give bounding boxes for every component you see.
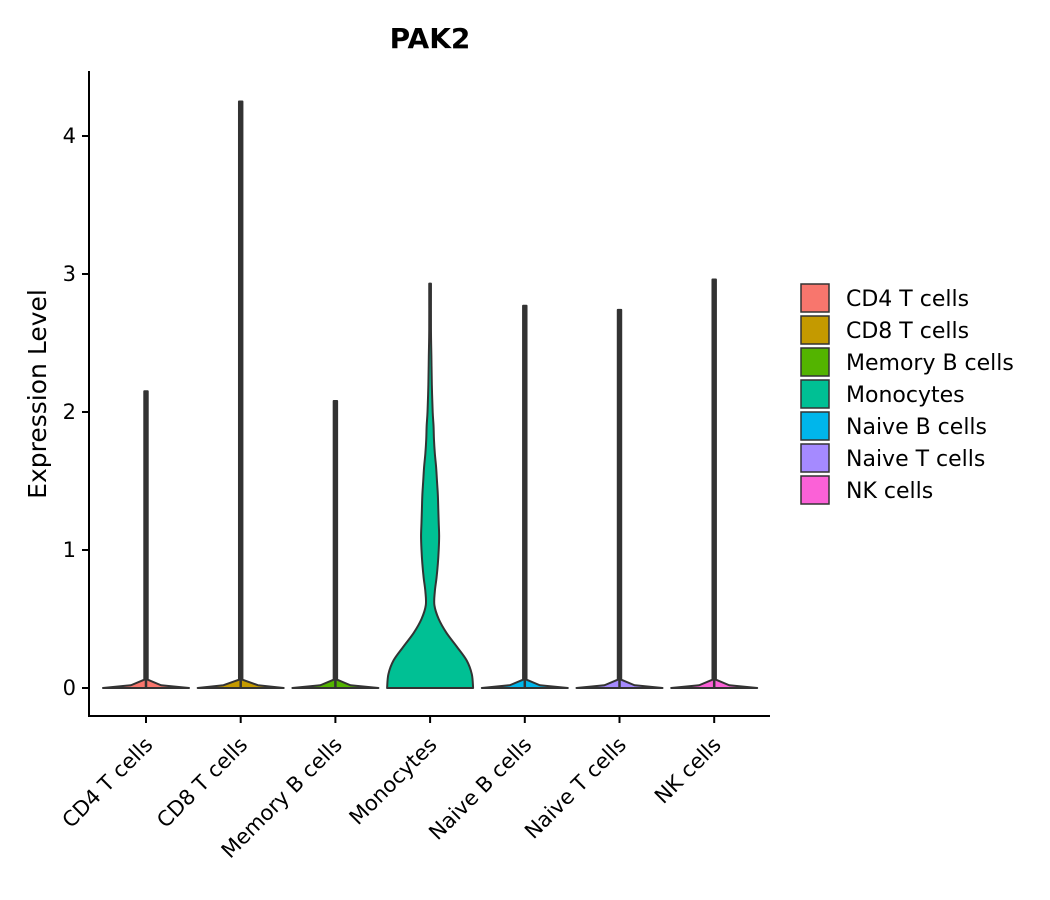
legend-key: [800, 475, 830, 505]
y-ticks-group: 0 1 2 3 4: [63, 124, 89, 700]
y-tick-label: 0: [63, 676, 76, 700]
chart-title: PAK2: [390, 22, 471, 55]
legend-label: NK cells: [846, 479, 933, 504]
x-tick-label: Monocytes: [345, 733, 442, 830]
legend-key: [800, 347, 830, 377]
legend-key: [800, 443, 830, 473]
y-tick-label: 4: [63, 124, 76, 148]
legend-label: Memory B cells: [846, 351, 1014, 376]
legend-key: [800, 283, 830, 313]
legend-key: [800, 379, 830, 409]
legend-label: Monocytes: [846, 383, 965, 408]
y-tick-label: 3: [63, 262, 76, 286]
legend-label: Naive B cells: [846, 415, 987, 440]
y-tick-label: 2: [63, 400, 76, 424]
legend-key: [800, 315, 830, 345]
legend-label: Naive T cells: [846, 447, 985, 472]
x-tick-label: CD4 T cells: [58, 733, 158, 833]
violins-group: [102, 100, 759, 689]
x-tick-label: Naive T cells: [520, 733, 631, 844]
legend-key: [800, 411, 830, 441]
legend-label: CD8 T cells: [846, 319, 969, 344]
y-tick-label: 1: [63, 538, 76, 562]
x-tick-label: NK cells: [650, 733, 726, 809]
x-tick-label: CD8 T cells: [152, 733, 252, 833]
violin-monocytes: [386, 282, 475, 689]
legend-label: CD4 T cells: [846, 287, 969, 312]
y-axis-label: Expression Level: [23, 289, 52, 499]
legend: CD4 T cells CD8 T cells Memory B cells Mono…: [800, 283, 1014, 505]
